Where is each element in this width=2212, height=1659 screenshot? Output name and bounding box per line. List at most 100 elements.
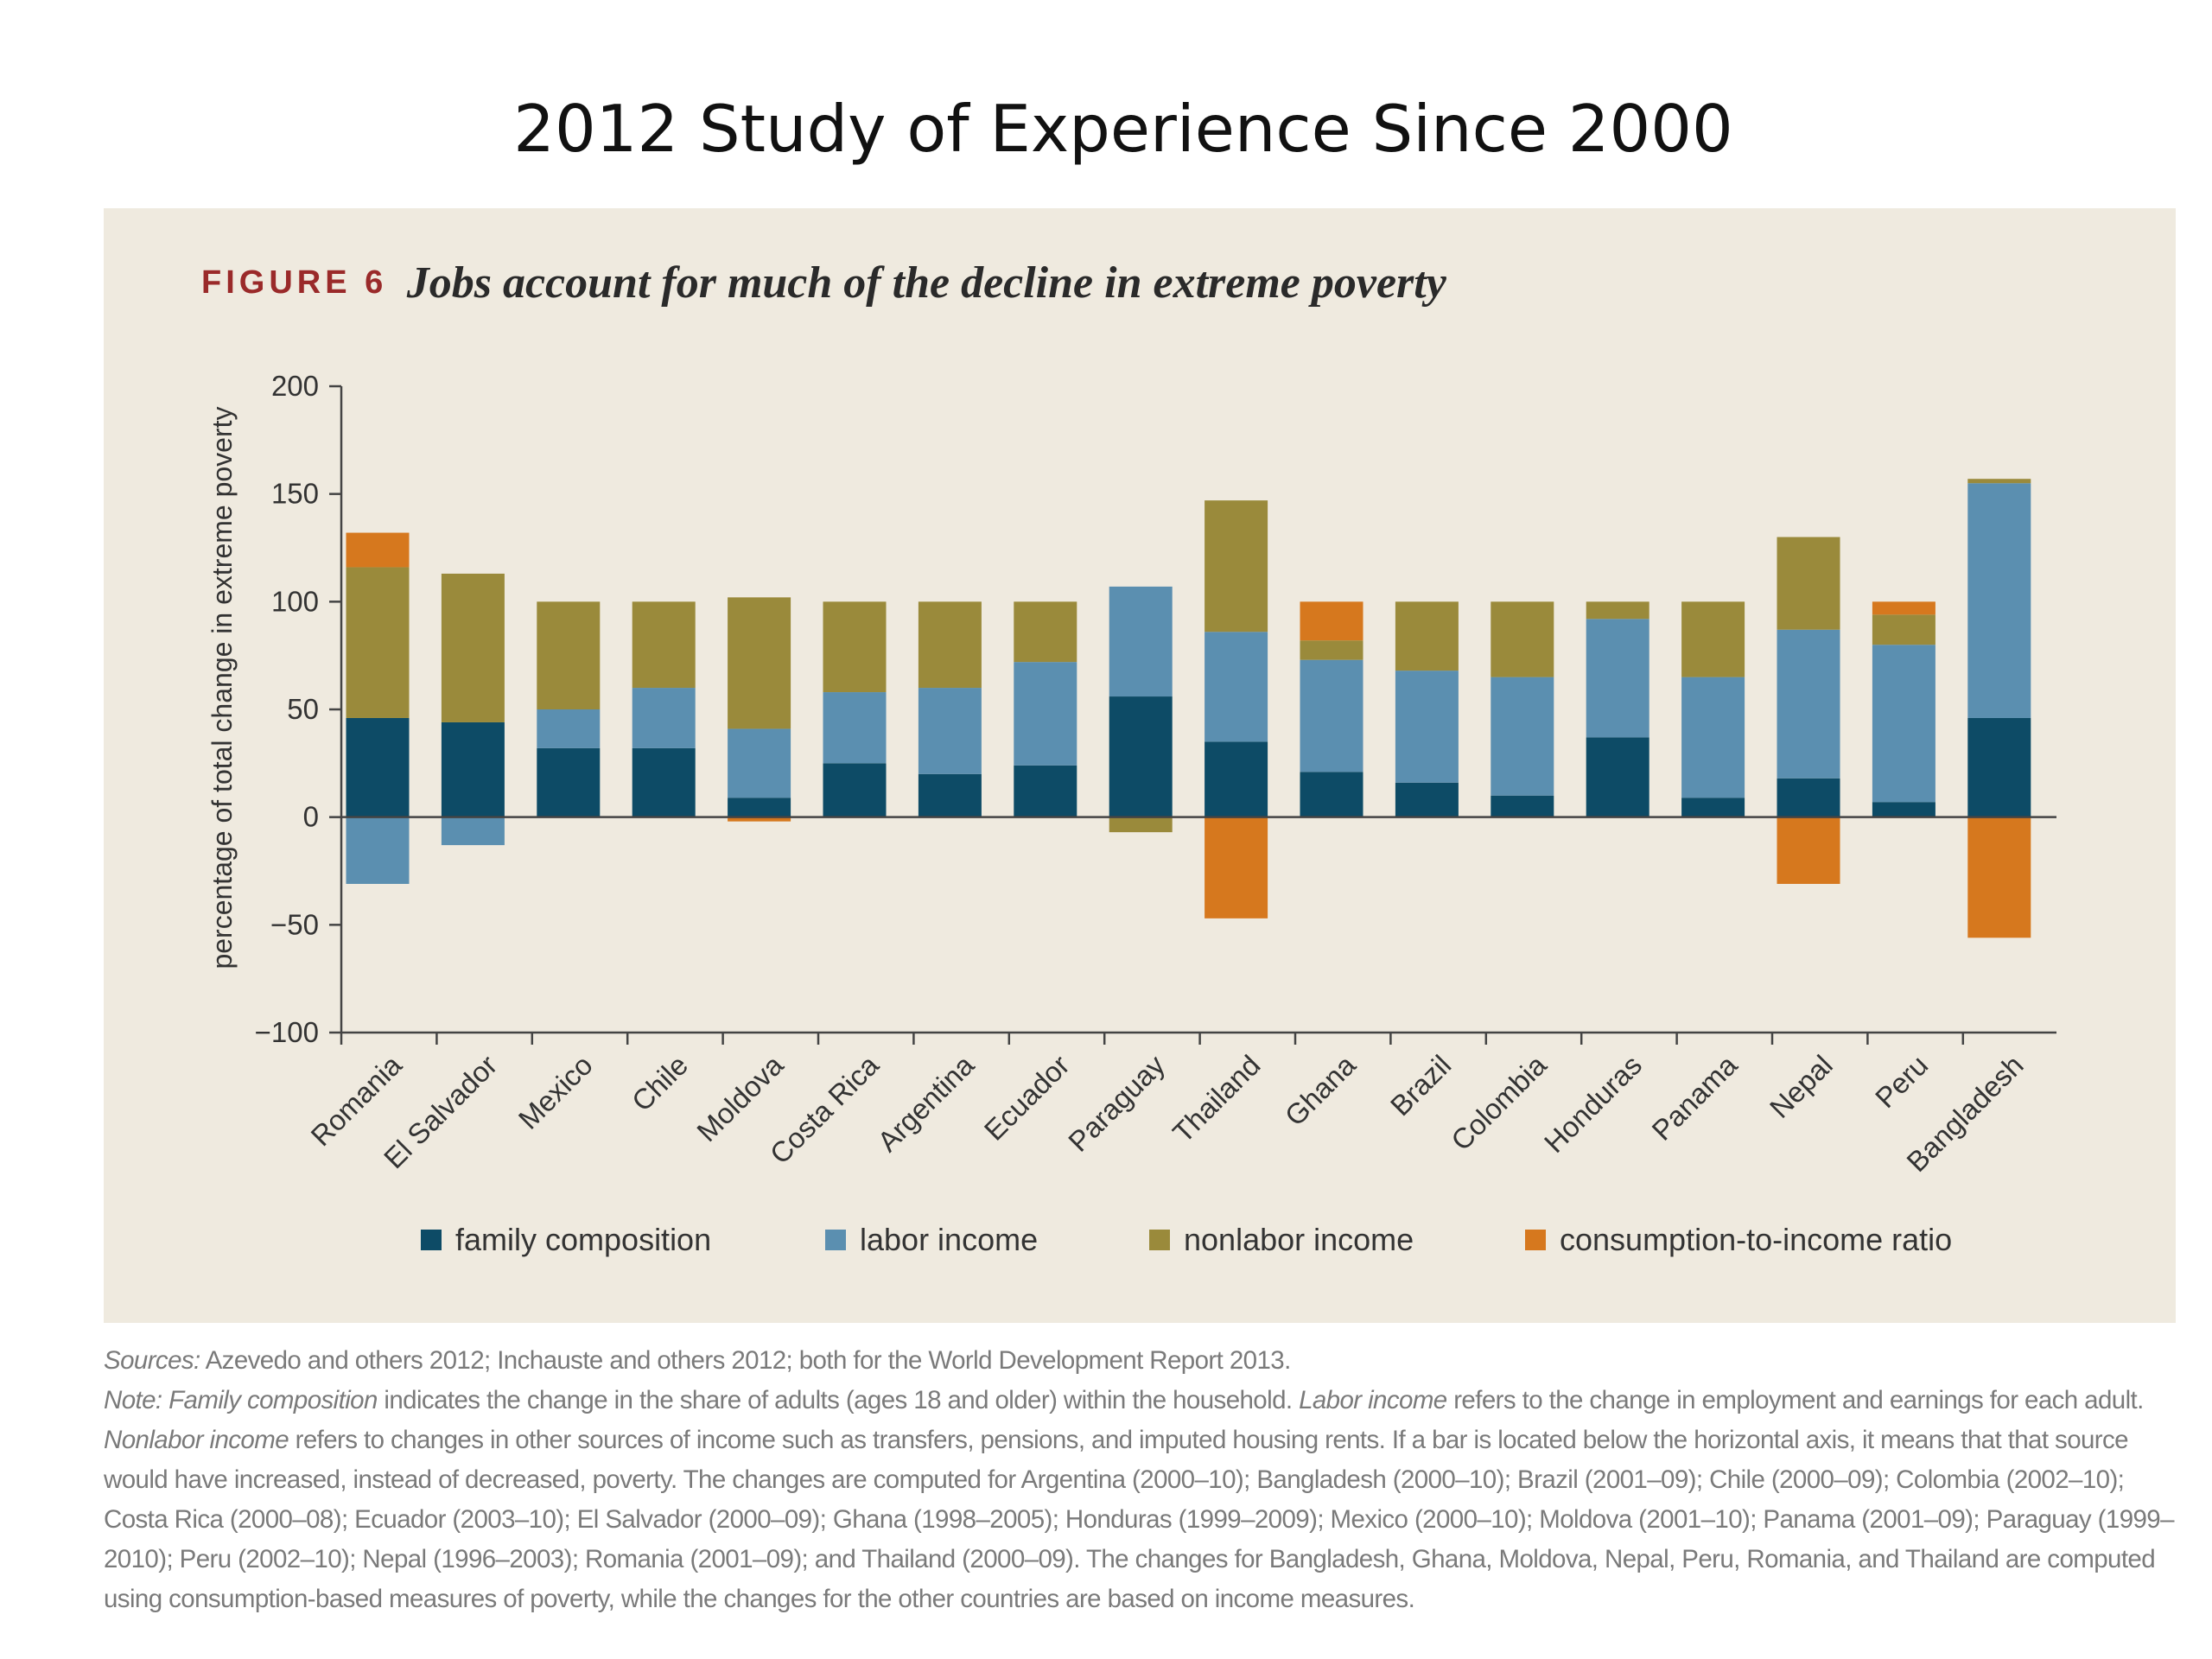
x-tick-label: Honduras xyxy=(1538,1049,1648,1159)
bar-segment-nonlabor-income xyxy=(1681,601,1745,677)
bar-segment-family-composition xyxy=(346,717,410,817)
bar-segment-family-composition xyxy=(1395,782,1459,817)
note-label: Note: xyxy=(104,1386,162,1414)
x-tick-label: Ghana xyxy=(1279,1048,1363,1132)
bar-segment-family-composition xyxy=(1109,696,1173,817)
bar-segment-family-composition xyxy=(1777,778,1840,817)
bar-segment-labor-income xyxy=(823,692,887,764)
sources-text: Azevedo and others 2012; Inchauste and o… xyxy=(200,1346,1292,1375)
bar-segment-labor-income xyxy=(346,817,410,884)
bar-segment-family-composition xyxy=(823,763,887,817)
legend-label: nonlabor income xyxy=(1184,1222,1414,1257)
x-tick-label: Panama xyxy=(1645,1048,1744,1147)
bar-segment-labor-income xyxy=(1491,677,1554,796)
x-tick-label: Nepal xyxy=(1764,1049,1839,1124)
sources-label: Sources: xyxy=(104,1346,200,1375)
y-tick-label: −50 xyxy=(270,908,319,940)
bar-segment-nonlabor-income xyxy=(441,573,505,722)
legend-swatch xyxy=(825,1230,846,1250)
bar-segment-family-composition xyxy=(1967,717,2031,817)
y-tick-label: 100 xyxy=(271,585,319,617)
bar-segment-nonlabor-income xyxy=(1300,640,1363,660)
y-tick-label: 200 xyxy=(271,370,319,402)
x-tick-label: Brazil xyxy=(1384,1049,1458,1122)
note-text-b: refers to the change in employment and e… xyxy=(1446,1386,2144,1414)
bar-segment-family-composition xyxy=(918,773,982,817)
sources-line: Sources: Azevedo and others 2012; Inchau… xyxy=(104,1341,2177,1381)
bar-segment-nonlabor-income xyxy=(1109,817,1173,833)
bar-segment-consumption-to-income-ratio xyxy=(346,532,410,568)
bar-segment-family-composition xyxy=(537,747,601,817)
bar-segment-nonlabor-income xyxy=(1014,601,1077,663)
y-tick-label: 150 xyxy=(271,478,319,510)
note-text-a: indicates the change in the share of adu… xyxy=(377,1386,1300,1414)
y-tick-label: 50 xyxy=(287,693,319,725)
x-tick-label: Ecuador xyxy=(978,1049,1076,1147)
legend-swatch xyxy=(1149,1230,1170,1250)
bar-segment-labor-income xyxy=(1586,619,1649,738)
bar-segment-consumption-to-income-ratio xyxy=(1872,601,1936,615)
stacked-bar-chart: percentage of total change in extreme po… xyxy=(207,370,2056,1257)
legend-swatch xyxy=(1525,1230,1546,1250)
bar-segment-labor-income xyxy=(1777,629,1840,779)
bar-segment-labor-income xyxy=(1681,677,1745,798)
bar-segment-family-composition xyxy=(1586,737,1649,817)
x-tick-label: Chile xyxy=(626,1049,694,1117)
bar-segment-labor-income xyxy=(1014,662,1077,766)
bar-segment-family-composition xyxy=(1014,765,1077,817)
bar-segment-labor-income xyxy=(441,817,505,846)
bar-segment-family-composition xyxy=(632,747,696,817)
figure-label: FIGURE 6 xyxy=(201,264,388,301)
bar-segment-family-composition xyxy=(441,721,505,817)
note-paragraph: Note: Family composition indicates the c… xyxy=(104,1381,2177,1619)
bar-segment-nonlabor-income xyxy=(1395,601,1459,671)
bar-segment-labor-income xyxy=(1395,671,1459,783)
bar-segment-labor-income xyxy=(537,709,601,748)
y-axis-label: percentage of total change in extreme po… xyxy=(207,406,238,969)
bar-segment-labor-income xyxy=(632,688,696,748)
legend-swatch xyxy=(421,1230,442,1250)
bar-segment-labor-income xyxy=(728,728,791,798)
legend-label: family composition xyxy=(455,1222,711,1257)
slide-title: 2012 Study of Experience Since 2000 xyxy=(513,91,1733,167)
x-tick-label: Argentina xyxy=(871,1048,981,1158)
y-tick-label: 0 xyxy=(303,801,319,833)
bar-segment-nonlabor-income xyxy=(632,601,696,689)
note-text-c: refers to changes in other sources of in… xyxy=(104,1426,2175,1613)
bar-segment-consumption-to-income-ratio xyxy=(728,817,791,822)
bar-segment-family-composition xyxy=(1872,802,1936,817)
legend-label: consumption-to-income ratio xyxy=(1560,1222,1952,1257)
y-tick-label: −100 xyxy=(255,1016,319,1048)
bar-segment-labor-income xyxy=(1300,659,1363,772)
note-nonlabor-term: Nonlabor income xyxy=(104,1426,289,1454)
bar-segment-consumption-to-income-ratio xyxy=(1967,817,2031,938)
bar-segment-nonlabor-income xyxy=(728,597,791,729)
bar-segment-family-composition xyxy=(728,798,791,817)
bar-segment-nonlabor-income xyxy=(1967,479,2031,484)
bar-segment-labor-income xyxy=(1967,483,2031,718)
bar-segment-nonlabor-income xyxy=(346,567,410,718)
bar-segment-consumption-to-income-ratio xyxy=(1300,601,1363,641)
bar-segment-nonlabor-income xyxy=(918,601,982,689)
x-tick-label: Mexico xyxy=(512,1049,599,1135)
x-tick-label: Paraguay xyxy=(1062,1048,1171,1157)
bar-segment-nonlabor-income xyxy=(1586,601,1649,620)
bar-segment-nonlabor-income xyxy=(1872,614,1936,645)
note-labor-term: Labor income xyxy=(1299,1386,1447,1414)
x-tick-label: Colombia xyxy=(1445,1048,1553,1156)
x-tick-label: Thailand xyxy=(1166,1049,1267,1149)
bar-segment-nonlabor-income xyxy=(1777,537,1840,630)
bar-segment-family-composition xyxy=(1205,741,1268,817)
bar-segment-family-composition xyxy=(1681,798,1745,817)
bar-segment-consumption-to-income-ratio xyxy=(1205,817,1268,918)
x-tick-label: Peru xyxy=(1869,1049,1934,1114)
bar-segment-labor-income xyxy=(1109,586,1173,697)
bar-segment-family-composition xyxy=(1491,795,1554,817)
figure-title: Jobs account for much of the decline in … xyxy=(406,258,1446,308)
legend-label: labor income xyxy=(860,1222,1038,1257)
bar-segment-nonlabor-income xyxy=(1491,601,1554,677)
figure-heading: FIGURE 6 Jobs account for much of the de… xyxy=(201,257,1446,308)
bar-segment-labor-income xyxy=(1205,632,1268,742)
bar-segment-nonlabor-income xyxy=(823,601,887,693)
note-family-term: Family composition xyxy=(168,1386,378,1414)
